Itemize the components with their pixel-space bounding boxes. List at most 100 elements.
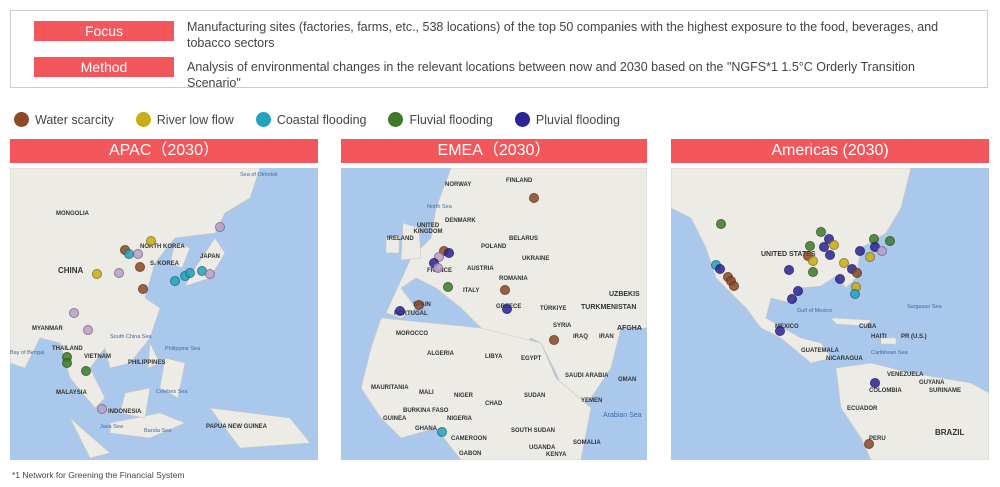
americas-map[interactable]: UNITED STATES MEXICO CUBA HAITI PR (U.S.… [671, 168, 989, 460]
legend-label: Pluvial flooding [535, 112, 620, 127]
site-marker[interactable] [81, 366, 91, 376]
map-label: PERU [869, 436, 886, 442]
site-marker[interactable] [839, 258, 849, 268]
site-marker[interactable] [784, 265, 794, 275]
site-marker[interactable] [114, 268, 124, 278]
map-label: MEXICO [775, 324, 799, 330]
site-marker[interactable] [133, 249, 143, 259]
footnote: *1 Network for Greening the Financial Sy… [12, 470, 185, 480]
site-marker[interactable] [805, 241, 815, 251]
map-label: CHAD [485, 401, 503, 407]
emea-map[interactable]: NORWAY FINLAND UNITED KINGDOM DENMARK IR… [341, 168, 647, 460]
site-marker[interactable] [864, 439, 874, 449]
sea-label: Sea of Okhotsk [240, 172, 278, 178]
site-marker[interactable] [444, 248, 454, 258]
apac-land [10, 168, 311, 459]
site-marker[interactable] [549, 335, 559, 345]
apac-map[interactable]: MONGOLIA NORTH KOREA S. KOREA JAPAN CHIN… [10, 168, 318, 460]
sea-label: Banda Sea [144, 428, 172, 434]
site-marker[interactable] [414, 300, 424, 310]
map-label: SURINAME [929, 388, 962, 394]
map-label: GABON [459, 451, 482, 457]
apac-header: APAC（2030） [10, 139, 318, 163]
legend-label: Coastal flooding [276, 112, 367, 127]
site-marker[interactable] [502, 304, 512, 314]
site-marker[interactable] [729, 281, 739, 291]
map-label: UNITED KINGDOM [413, 223, 443, 235]
map-label: SYRIA [553, 323, 572, 329]
map-label: IRELAND [387, 236, 414, 242]
focus-label: Focus [34, 21, 174, 41]
map-label: EGYPT [521, 356, 542, 362]
site-marker[interactable] [135, 262, 145, 272]
map-label: VIETNAM [84, 354, 111, 360]
site-marker[interactable] [443, 282, 453, 292]
site-marker[interactable] [825, 250, 835, 260]
site-marker[interactable] [138, 284, 148, 294]
site-marker[interactable] [185, 268, 195, 278]
water-scarcity-swatch [14, 112, 29, 127]
legend-label: Fluvial flooding [409, 112, 493, 127]
sea-label: Sargasso Sea [907, 304, 942, 310]
site-marker[interactable] [855, 246, 865, 256]
site-marker[interactable] [835, 274, 845, 284]
site-marker[interactable] [529, 193, 539, 203]
site-marker[interactable] [865, 252, 875, 262]
site-marker[interactable] [69, 308, 79, 318]
map-label: ECUADOR [847, 406, 878, 412]
focus-text: Manufacturing sites (factories, farms, e… [187, 20, 939, 50]
map-label: GUINEA [383, 416, 407, 422]
site-marker[interactable] [395, 306, 405, 316]
site-marker[interactable] [500, 285, 510, 295]
map-label: OMAN [618, 377, 637, 383]
site-marker[interactable] [205, 269, 215, 279]
site-marker[interactable] [829, 240, 839, 250]
map-label: YEMEN [581, 398, 603, 404]
site-marker[interactable] [819, 242, 829, 252]
site-marker[interactable] [434, 252, 444, 262]
site-marker[interactable] [808, 256, 818, 266]
map-label: CUBA [859, 324, 877, 330]
map-label: UNITED STATES [761, 251, 816, 258]
map-label: IRAN [599, 334, 614, 340]
map-label: IRAQ [573, 334, 588, 340]
legend-item: Water scarcity [14, 112, 114, 127]
sea-label: Celebes Sea [156, 389, 188, 395]
map-label: S. KOREA [150, 261, 180, 267]
site-marker[interactable] [816, 227, 826, 237]
site-marker[interactable] [885, 236, 895, 246]
site-marker[interactable] [715, 264, 725, 274]
site-marker[interactable] [793, 286, 803, 296]
site-marker[interactable] [170, 276, 180, 286]
legend-item: Pluvial flooding [514, 112, 620, 127]
site-marker[interactable] [775, 326, 785, 336]
site-marker[interactable] [215, 222, 225, 232]
map-label: NORTH KOREA [140, 244, 185, 250]
site-marker[interactable] [433, 263, 443, 273]
map-label: BRAZIL [935, 428, 965, 437]
site-marker[interactable] [92, 269, 102, 279]
map-label: MYANMAR [32, 326, 63, 332]
site-marker[interactable] [787, 294, 797, 304]
site-marker[interactable] [877, 246, 887, 256]
site-marker[interactable] [83, 325, 93, 335]
map-label: PORTUGAL [394, 311, 428, 317]
sea-label: Arabian Sea [603, 412, 642, 419]
site-marker[interactable] [716, 219, 726, 229]
site-marker[interactable] [97, 404, 107, 414]
map-label: UKRAINE [522, 256, 550, 262]
site-marker[interactable] [850, 289, 860, 299]
map-label: CAMEROON [451, 436, 487, 442]
map-label: POLAND [481, 244, 507, 250]
site-marker[interactable] [808, 267, 818, 277]
map-label: FINLAND [506, 178, 533, 184]
site-marker[interactable] [146, 236, 156, 246]
site-marker[interactable] [870, 378, 880, 388]
map-label: JAPAN [200, 254, 220, 260]
site-marker[interactable] [852, 268, 862, 278]
emea-land [360, 168, 647, 460]
map-label: NORWAY [445, 182, 472, 188]
site-marker[interactable] [437, 427, 447, 437]
map-label: PR (U.S.) [901, 334, 927, 340]
site-marker[interactable] [62, 358, 72, 368]
